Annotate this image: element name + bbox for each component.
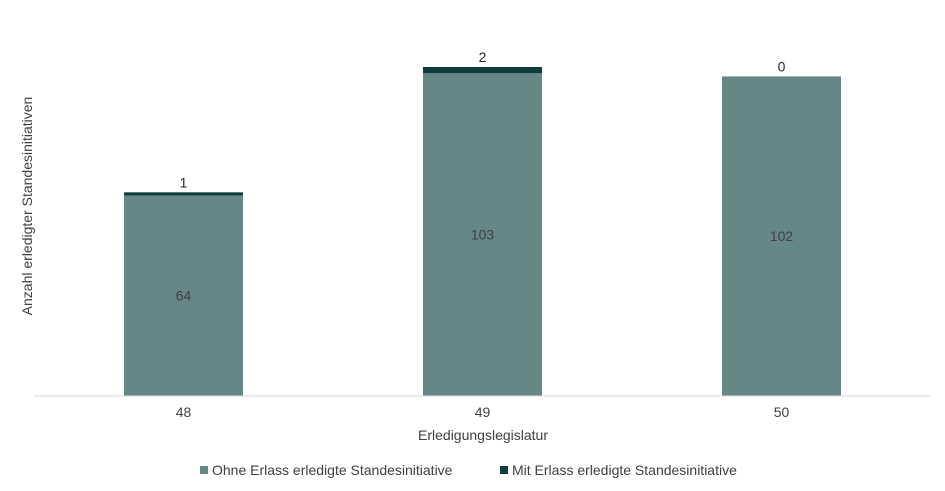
- data-label-ohne-erlass-49: 103: [471, 227, 495, 243]
- legend-label-mit-erlass: Mit Erlass erledigte Standesinitiative: [512, 462, 737, 478]
- data-label-mit-erlass-48: 1: [180, 174, 188, 190]
- legend: Ohne Erlass erledigte Standesinitiative M…: [200, 462, 737, 478]
- bar-ohne-erlass-49: [423, 73, 542, 397]
- bar-ohne-erlass-48: [124, 195, 243, 396]
- value-labels-layer: 64 1 103 2 102 0: [176, 49, 794, 304]
- legend-swatch-mit-erlass: [500, 466, 508, 474]
- bar-ohne-erlass-50: [722, 76, 841, 397]
- bar-mit-erlass-48: [124, 192, 243, 196]
- bars-layer: [124, 67, 841, 397]
- x-axis-title: Erledigungslegislatur: [418, 427, 548, 443]
- x-tick-label-49: 49: [475, 404, 491, 420]
- bar-mit-erlass-49: [423, 67, 542, 74]
- x-tick-labels: 48 49 50: [176, 404, 790, 420]
- legend-swatch-ohne-erlass: [200, 466, 208, 474]
- data-label-ohne-erlass-50: 102: [770, 228, 794, 244]
- x-tick-label-48: 48: [176, 404, 192, 420]
- legend-label-ohne-erlass: Ohne Erlass erledigte Standesinitiative: [212, 462, 453, 478]
- x-tick-label-50: 50: [774, 404, 790, 420]
- data-label-mit-erlass-50: 0: [778, 58, 786, 74]
- data-label-ohne-erlass-48: 64: [176, 288, 192, 304]
- data-label-mit-erlass-49: 2: [479, 49, 487, 65]
- y-axis-title: Anzahl erledigter Standesinitiativen: [19, 97, 35, 316]
